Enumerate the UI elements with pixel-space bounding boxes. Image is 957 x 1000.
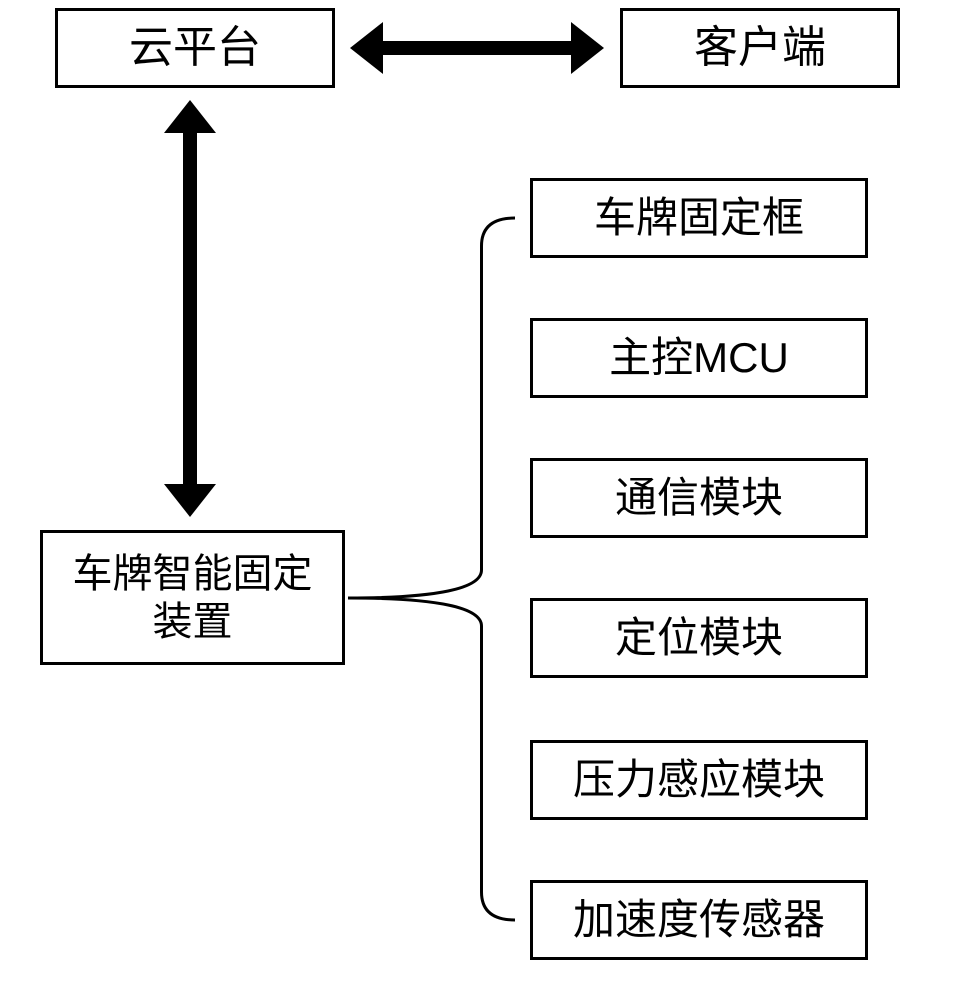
client-label: 客户端 [694, 22, 826, 75]
component-label: 车牌固定框 [594, 193, 804, 243]
component-box: 定位模块 [530, 598, 868, 678]
cloud-platform-box: 云平台 [55, 8, 335, 88]
device-box: 车牌智能固定 装置 [40, 530, 345, 665]
component-box: 通信模块 [530, 458, 868, 538]
component-label: 定位模块 [615, 613, 783, 663]
component-label: 压力感应模块 [573, 755, 825, 805]
component-box: 车牌固定框 [530, 178, 868, 258]
component-box: 压力感应模块 [530, 740, 868, 820]
component-label: 加速度传感器 [573, 895, 825, 945]
client-box: 客户端 [620, 8, 900, 88]
component-box: 加速度传感器 [530, 880, 868, 960]
component-label: 主控MCU [609, 333, 789, 383]
component-box: 主控MCU [530, 318, 868, 398]
cloud-platform-label: 云平台 [129, 22, 261, 75]
component-label: 通信模块 [615, 473, 783, 523]
device-label: 车牌智能固定 装置 [73, 550, 313, 646]
